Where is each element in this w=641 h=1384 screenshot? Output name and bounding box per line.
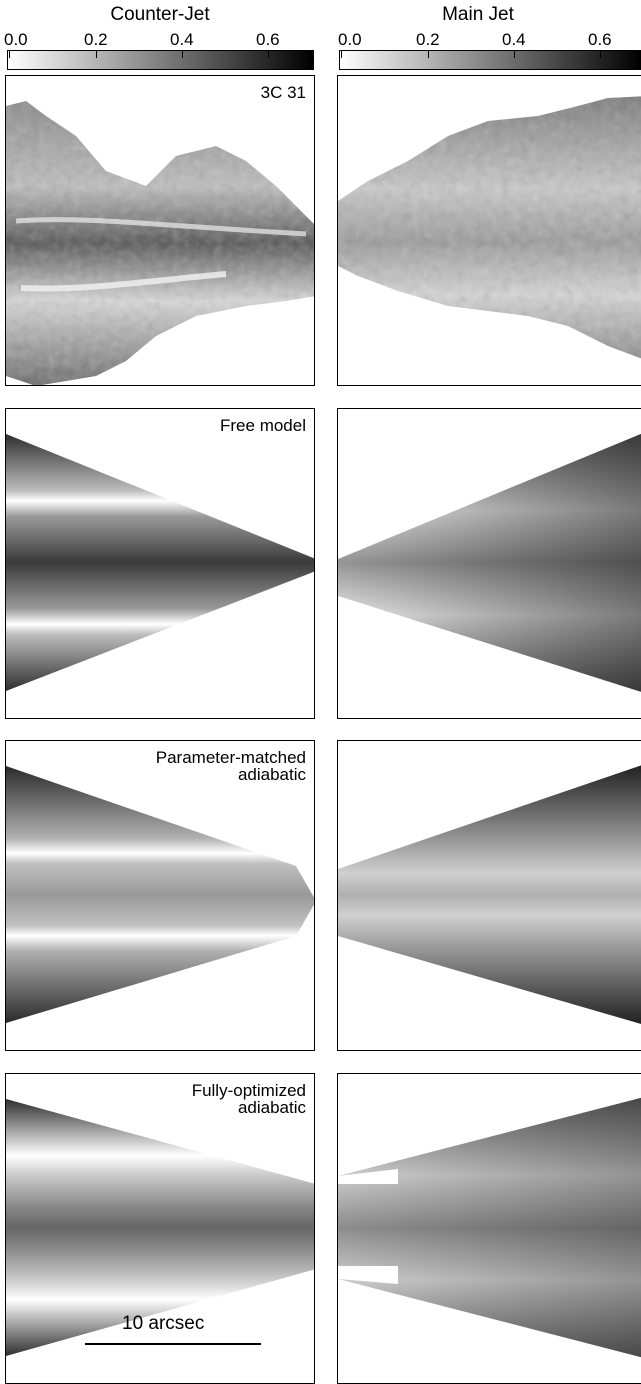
counter-jet-observed-panel: 3C 31 — [5, 75, 315, 386]
right-colorbar-gradient — [339, 50, 641, 70]
main-jet-free-model-image — [338, 433, 641, 692]
left-colorbar-tick — [182, 50, 183, 58]
right-colorbar-tick-label: 0.4 — [502, 30, 526, 49]
counter-jet-parameter-matched-panel: Parameter-matched adiabatic — [5, 740, 315, 1051]
left-colorbar-tick-label: 0.4 — [170, 30, 194, 49]
fully-optimized-label: Fully-optimized adiabatic — [192, 1082, 306, 1116]
main-jet-fully-optimized-panel — [337, 1073, 641, 1384]
main-jet-observed-panel — [337, 75, 641, 386]
counter-jet-fully-optimized-image — [6, 1099, 314, 1356]
main-jet-parameter-matched-image — [338, 765, 641, 1024]
parameter-matched-label-line: adiabatic — [237, 765, 306, 784]
right-colorbar-tick — [428, 50, 429, 58]
left-colorbar-gradient — [7, 50, 314, 70]
right-colorbar-tick-label: 0.6 — [588, 30, 612, 49]
left-colorbar-tick — [268, 50, 269, 58]
left-colorbar-tick-label: 0.2 — [84, 30, 108, 49]
right-colorbar-tick-label: 0.2 — [416, 30, 440, 49]
fully-optimized-label-line: adiabatic — [237, 1098, 306, 1117]
left-colorbar-tick — [9, 50, 10, 58]
counter-jet-parameter-matched-image — [6, 766, 314, 1023]
left-colorbar-tick-label: 0.0 — [4, 30, 28, 49]
scalebar-line — [85, 1343, 261, 1345]
counter-jet-title: Counter-Jet — [110, 4, 210, 25]
scalebar-label: 10 arcsec — [122, 1313, 205, 1334]
right-colorbar-tick — [341, 50, 342, 58]
main-jet-fully-optimized-image — [338, 1097, 641, 1358]
main-jet-title: Main Jet — [442, 4, 514, 25]
main-jet-free-model-panel — [337, 408, 641, 719]
main-jet-parameter-matched-panel — [337, 740, 641, 1051]
right-colorbar-tick — [514, 50, 515, 58]
free-model-label: Free model — [220, 417, 306, 434]
main-jet-observed-image — [338, 96, 641, 359]
fully-optimized-label-line: Fully-optimized — [191, 1081, 306, 1100]
counter-jet-observed-image — [6, 101, 314, 385]
counter-jet-fully-optimized-panel: Fully-optimized adiabatic — [5, 1073, 315, 1384]
counter-jet-free-model-image — [6, 434, 314, 691]
observed-label-line: 3C 31 — [260, 83, 306, 102]
counter-jet-free-model-panel: Free model — [5, 408, 315, 719]
free-model-label-line: Free model — [220, 416, 306, 435]
observed-label: 3C 31 — [261, 84, 306, 101]
right-colorbar-tick-label: 0.0 — [338, 30, 362, 49]
left-colorbar-tick-label: 0.6 — [256, 30, 280, 49]
right-colorbar-tick — [600, 50, 601, 58]
left-colorbar-tick — [96, 50, 97, 58]
parameter-matched-label-line: Parameter-matched — [155, 748, 306, 767]
parameter-matched-label: Parameter-matched adiabatic — [156, 749, 306, 783]
